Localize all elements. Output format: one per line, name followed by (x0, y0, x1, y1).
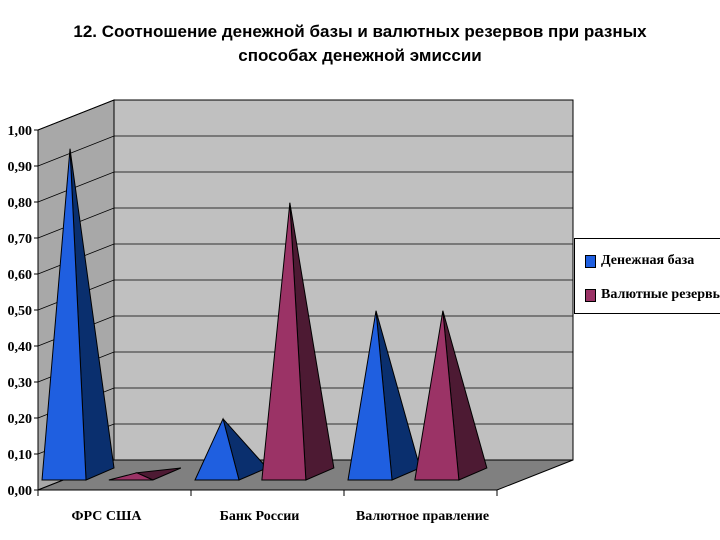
y-tick-label: 0,50 (8, 304, 33, 319)
pyramid-front-face (194, 417, 240, 481)
pyramid-front-face (41, 148, 87, 481)
legend-label-fx-reserves: Валютные резервы (601, 287, 720, 302)
y-tick-label: 0,40 (8, 340, 33, 355)
y-tick-label: 0,70 (8, 232, 33, 247)
x-category-label: Банк России (220, 509, 300, 524)
y-tick-label: 0,00 (8, 484, 33, 499)
chart-title-line-1: 12. Соотношение денежной базы и валютных… (73, 22, 647, 41)
y-tick-label: 0,10 (8, 448, 33, 463)
chart-legend: Денежная база Валютные резервы (574, 238, 720, 314)
legend-item-monetary-base: Денежная база (585, 252, 694, 270)
y-tick-label: 0,20 (8, 412, 33, 427)
legend-label-monetary-base: Денежная база (601, 253, 695, 268)
y-tick-label: 0,30 (8, 376, 33, 391)
legend-item-fx-reserves: Валютные резервы (585, 286, 720, 304)
chart-title-line-2: способах денежной эмиссии (238, 46, 482, 65)
gridline (37, 99, 573, 131)
y-tick-label: 0,60 (8, 268, 33, 283)
x-category-label: ФРС США (72, 509, 143, 524)
gridline (37, 135, 573, 167)
x-category-label: Валютное правление (356, 509, 489, 524)
pyramid-front-face (108, 472, 154, 481)
y-tick-label: 0,90 (8, 160, 33, 175)
y-tick-label: 0,80 (8, 196, 33, 211)
legend-swatch-monetary-base (585, 254, 596, 268)
pyramid-front-face (347, 310, 393, 481)
legend-swatch-fx-reserves (585, 288, 596, 302)
pyramid-front-face (414, 310, 460, 481)
y-tick-label: 1,00 (8, 124, 33, 139)
chart-title: 12. Соотношение денежной базы и валютных… (0, 20, 720, 68)
pyramid-front-face (261, 202, 307, 481)
gridline (37, 171, 573, 203)
